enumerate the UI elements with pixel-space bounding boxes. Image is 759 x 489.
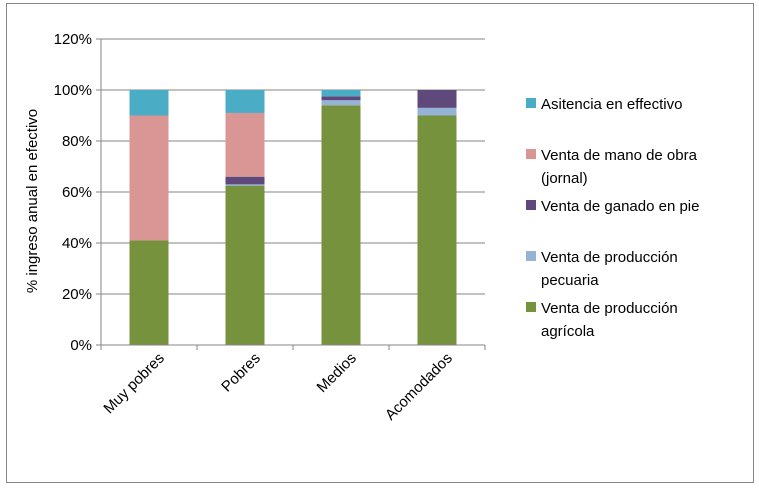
legend-swatch [526, 98, 536, 108]
bar-segment [321, 105, 361, 345]
x-tick-label: Pobres [218, 350, 264, 396]
bar-segment [225, 184, 265, 186]
bar-segment [321, 90, 361, 97]
bar-segment [321, 96, 361, 101]
legend-label: pecuaria [541, 272, 599, 289]
bar-segment [129, 240, 169, 345]
legend-item: Venta de producción agrícola [526, 300, 678, 340]
x-tick-label: Muy pobres [100, 350, 167, 417]
y-tick-label: 0% [70, 337, 92, 354]
y-tick-label: 100% [54, 82, 92, 99]
y-tick-label: 120% [54, 31, 92, 48]
y-axis-label: % ingreso anual en efectivo [24, 109, 41, 293]
y-tick-label: 20% [62, 286, 92, 303]
chart-frame: 0% 20% 40% 60% 80% 100% 120% Muy pobres Pobres Me… [6, 3, 754, 483]
y-tick-label: 40% [62, 235, 92, 252]
bar-segment [225, 112, 265, 177]
y-tick-label: 60% [62, 184, 92, 201]
legend-item: Venta de ganado en pie [526, 198, 699, 215]
legend-label: Venta de producción [541, 249, 678, 266]
stacked-bar-chart: 0% 20% 40% 60% 80% 100% 120% Muy pobres Pobres Me… [24, 31, 699, 424]
y-tick-label: 80% [62, 133, 92, 150]
legend-item: Asitencia en effectivo [526, 96, 682, 113]
bar-segment [417, 115, 457, 345]
legend-item: Venta de mano de obra (jornal) [526, 147, 698, 187]
legend-swatch [526, 302, 536, 312]
x-tick-label: Acomodados [382, 350, 456, 424]
bar-segment [417, 90, 457, 108]
legend-swatch [526, 200, 536, 210]
legend-swatch [526, 149, 536, 159]
bar-segment [129, 115, 169, 241]
legend-label: Venta de producción [541, 300, 678, 317]
legend: Asitencia en effectivo Venta de mano de o… [526, 96, 699, 340]
x-tick-label: Medios [314, 350, 360, 396]
legend-label: (jornal) [541, 170, 588, 187]
bar-segment [129, 90, 169, 116]
bar-segment [225, 90, 265, 113]
legend-swatch [526, 251, 536, 261]
legend-label: Asitencia en effectivo [541, 96, 682, 113]
bar-segment [321, 100, 361, 106]
legend-label: Venta de ganado en pie [541, 198, 699, 215]
legend-label: agrícola [541, 323, 595, 340]
legend-label: Venta de mano de obra [541, 147, 698, 164]
bar-segment [225, 176, 265, 185]
bar-segment [417, 107, 457, 116]
legend-item: Venta de producción pecuaria [526, 249, 678, 289]
bars [129, 90, 457, 345]
bar-segment [225, 185, 265, 345]
